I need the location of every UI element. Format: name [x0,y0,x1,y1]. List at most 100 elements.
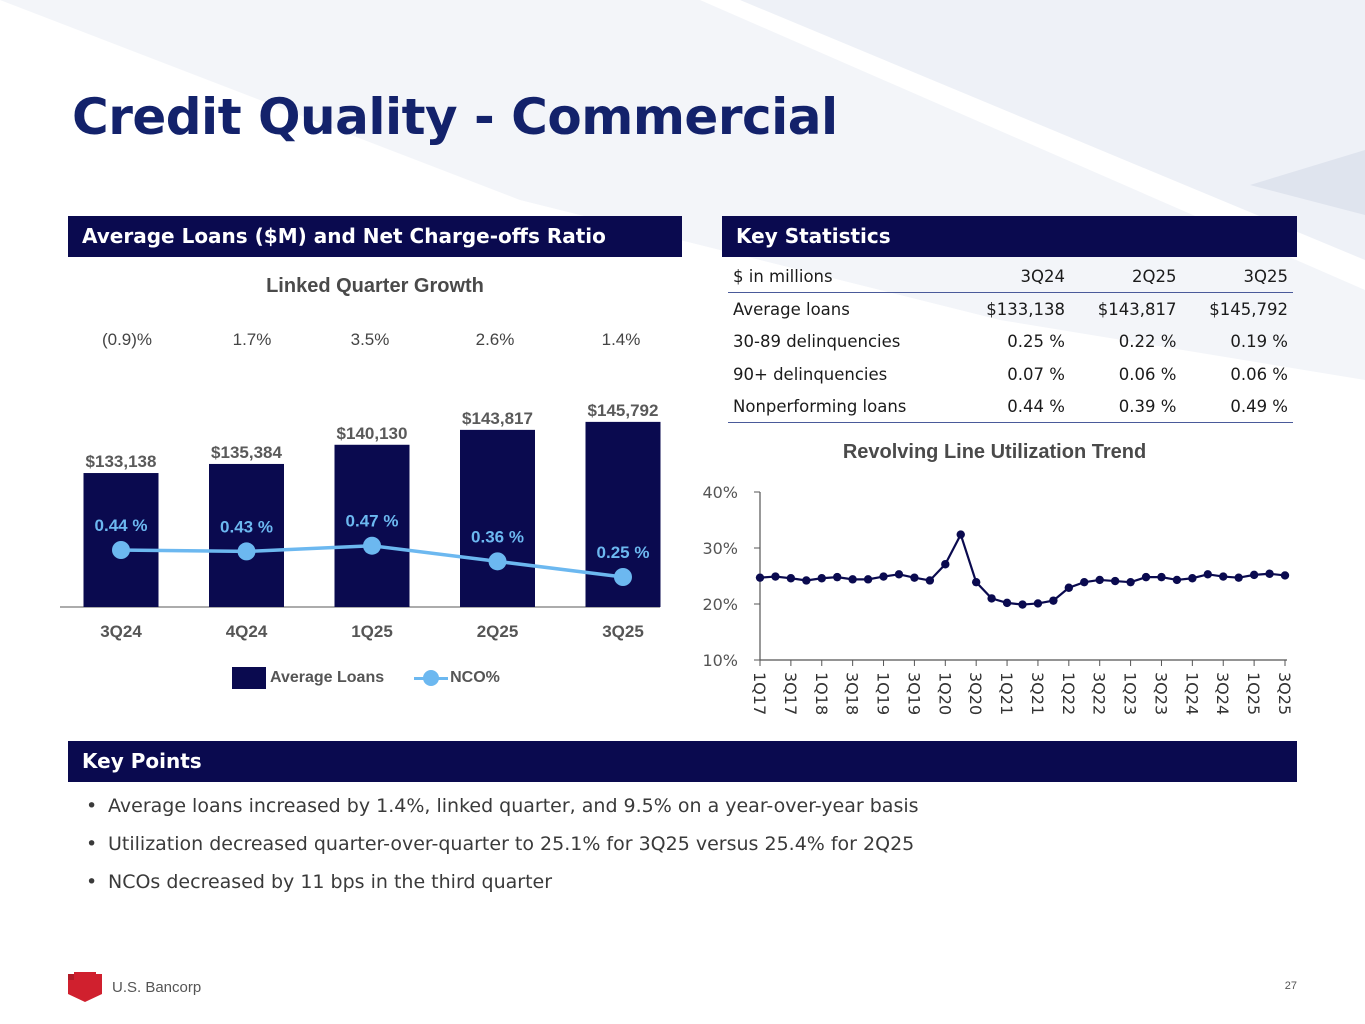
table-cell: 0.25 % [1007,331,1065,351]
growth-label: 3.5% [350,330,390,349]
x-tick-label: 1Q21 [997,672,1016,715]
nco-value-label: 0.36 % [471,527,524,546]
x-tick-label: 1Q24 [1182,672,1201,715]
nco-legend-swatch [414,667,449,689]
x-tick-label: 3Q25 [1275,672,1294,715]
page-number: 27 [1284,980,1297,992]
table-row: Average loans $133,138 $143,817 $145,792 [728,293,1293,326]
x-tick-label: 3Q25 [602,622,644,641]
utilization-point [956,530,965,539]
list-item: NCOs decreased by 11 bps in the third qu… [86,869,919,907]
utilization-trend-chart: 10% 20% 30% 40% 1Q17 3Q17 1Q18 3Q18 1Q19 3Q19 1Q20… [702,483,1294,715]
table-cell: $133,138 [986,299,1065,319]
key-points-header: Key Points [68,741,1297,782]
x-tick-label: 3Q19 [904,672,923,715]
list-item: Utilization decreased quarter-over-quart… [86,831,919,869]
utilization-point [987,594,996,603]
bar-value-label: $143,817 [462,409,533,428]
table-cell: $145,792 [1209,299,1288,319]
table-cell: 0.22 % [1118,331,1177,351]
table-cell: 90+ delinquencies [733,364,888,384]
table-cell: $143,817 [1097,299,1177,319]
page-title: Credit Quality - Commercial [72,88,838,146]
loans-panel-header: Average Loans ($M) and Net Charge-offs R… [68,216,682,257]
utilization-point [755,573,765,582]
table-cell: 0.06 % [1230,364,1288,384]
growth-label: 1.4% [601,330,641,349]
nco-point [614,568,632,586]
utilization-point [894,570,904,579]
average-loans-legend-label: Average Loans [270,669,385,686]
table-header-cell: $ in millions [733,266,833,286]
utilization-point [1033,599,1043,608]
utilization-point [1080,577,1089,587]
table-header-cell: 3Q24 [1020,266,1065,286]
x-tick-label: 1Q25 [1244,672,1263,715]
x-tick-label: 3Q22 [1090,672,1109,715]
table-header-cell: 3Q25 [1243,266,1288,286]
bar-value-label: $140,130 [337,424,408,443]
utilization-point [863,575,873,584]
utilization-point [1265,569,1274,578]
utilization-point [879,572,888,581]
table-row: 30-89 delinquencies 0.25 % 0.22 % 0.19 % [728,325,1293,358]
utilization-point [817,574,826,583]
utilization-point [1203,570,1212,579]
nco-value-label: 0.47 % [346,512,399,531]
table-cell: 0.44 % [1007,396,1065,416]
x-tick-label: 3Q23 [1151,672,1170,715]
utilization-trend-title: Revolving Line Utilization Trend [842,441,1147,463]
table-cell: 0.19 % [1230,331,1288,351]
x-tick-label: 2Q25 [477,622,519,641]
utilization-point [833,572,842,582]
utilization-point [786,574,796,583]
chart-legend: Average Loans NCO% [232,666,500,690]
y-tick-label: 30% [702,539,738,558]
growth-label: (0.9)% [101,330,153,349]
x-tick-label: 3Q24 [1213,672,1232,715]
key-statistics-table: $ in millions 3Q24 2Q25 3Q25 Average loa… [728,260,1293,423]
table-row: 90+ delinquencies 0.07 % 0.06 % 0.06 % [728,358,1293,391]
average-loans-bar [334,444,410,607]
key-points-list: Average loans increased by 1.4%, linked … [86,793,919,907]
utilization-point [1002,598,1012,608]
linked-quarter-growth-title: Linked Quarter Growth [266,275,484,297]
table-cell: Nonperforming loans [733,396,907,416]
nco-value-label: 0.44 % [95,516,148,535]
nco-point [488,552,507,571]
utilization-point [1172,575,1182,585]
x-tick-label: 1Q17 [750,672,769,715]
x-tick-label: 1Q18 [812,672,831,715]
utilization-point [1157,572,1166,582]
x-tick-label: 4Q24 [226,622,268,641]
brand-logo: U.S. Bancorp [68,972,201,1002]
utilization-point [1110,576,1120,586]
y-tick-label: 20% [702,595,738,614]
utilization-point [1126,577,1135,587]
table-cell: 0.39 % [1118,396,1177,416]
x-tick-label: 3Q21 [1028,672,1047,715]
x-tick-label: 3Q20 [966,672,985,715]
table-cell: 0.07 % [1007,364,1065,384]
x-tick-label: 3Q17 [781,672,800,715]
utilization-point [1188,574,1197,583]
nco-value-label: 0.43 % [220,517,273,536]
table-header-cell: 2Q25 [1131,266,1177,286]
nco-legend-label: NCO% [450,669,500,686]
x-tick-label: 3Q18 [843,672,862,715]
table-cell: 0.49 % [1230,396,1288,416]
table-cell: Average loans [733,299,850,319]
average-loans-nco-chart: $133,138 3Q24 $135,384 4Q24 $140,130 1Q25 $143… [60,401,661,641]
utilization-point [1234,573,1243,582]
utilization-series-line [759,531,1286,606]
y-tick-label: 10% [702,651,738,670]
y-tick-label: 40% [702,483,738,502]
list-item: Average loans increased by 1.4%, linked … [86,793,919,831]
utilization-point [1141,572,1151,582]
utilization-point [1219,572,1228,581]
utilization-point [971,577,981,587]
average-loans-bar [209,463,284,607]
growth-label: 2.6% [475,330,515,349]
nco-point [363,536,381,555]
